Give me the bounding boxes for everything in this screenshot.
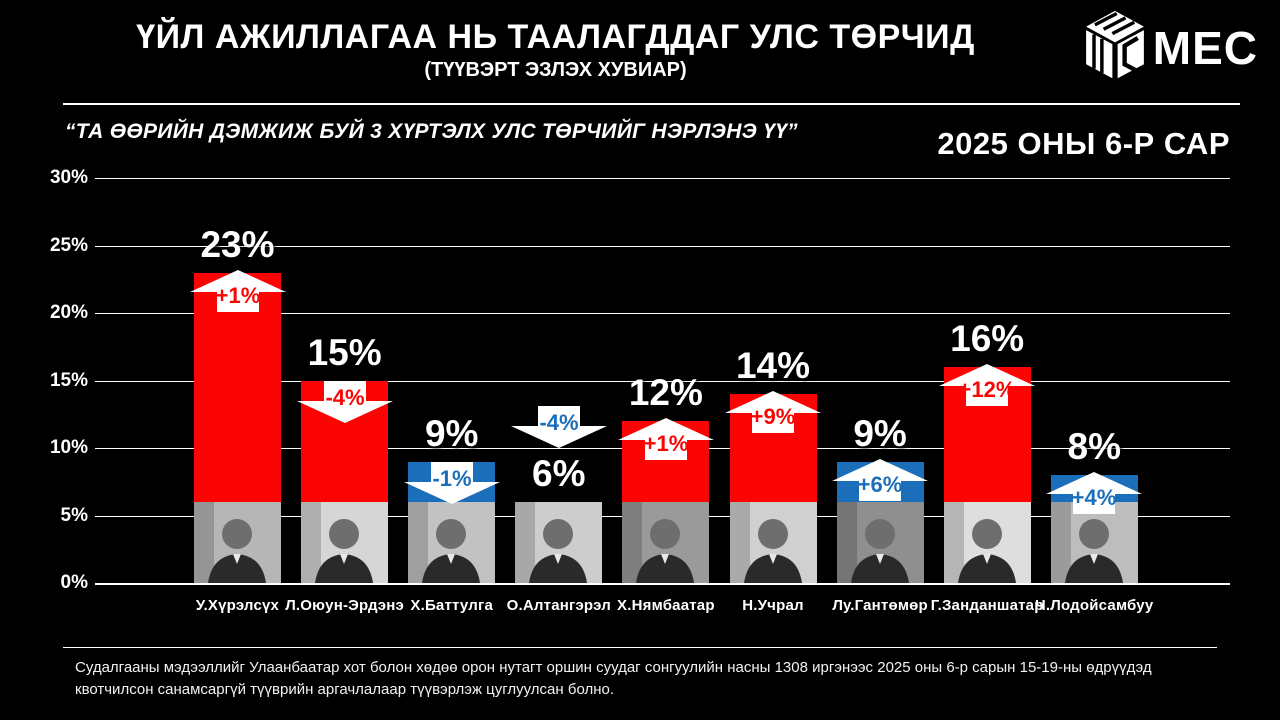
bar-value-label: 9% xyxy=(424,412,479,454)
period-label: 2025 ОНЫ 6-Р САР xyxy=(937,126,1230,161)
mec-logo: MEC xyxy=(1083,10,1258,85)
page-subtitle: (ТҮҮВЭРТ ЭЗЛЭХ ХУВИАР) xyxy=(424,59,687,82)
bar-name-label: О.Алтангэрэл xyxy=(506,597,611,614)
mec-cube-icon xyxy=(1083,10,1147,85)
svg-text:+6%: +6% xyxy=(858,472,903,497)
portrait-photo xyxy=(515,502,603,583)
trend-arrow-up-icon: +1% xyxy=(189,269,286,312)
bar-value-label: 16% xyxy=(950,318,1025,359)
svg-text:+1%: +1% xyxy=(215,283,260,308)
svg-text:+1%: +1% xyxy=(644,431,689,456)
portrait-photo xyxy=(194,502,281,583)
y-axis-tick: 10% xyxy=(49,437,88,458)
svg-text:-1%: -1% xyxy=(432,466,471,491)
svg-text:+12%: +12% xyxy=(959,377,1016,402)
bar-value-label: 6% xyxy=(532,453,586,494)
svg-text:+4%: +4% xyxy=(1072,485,1117,510)
y-axis-tick: 15% xyxy=(49,369,88,391)
bar-name-label: Л.Оюун-Эрдэнэ xyxy=(285,597,404,614)
bar-value-label: 8% xyxy=(1067,426,1122,467)
survey-question: “ТА ӨӨРИЙН ДЭМЖИЖ БУЙ 3 ХҮРТЭЛХ УЛС ТӨРЧ… xyxy=(65,120,798,143)
portrait-photo xyxy=(836,502,924,583)
svg-text:+9%: +9% xyxy=(751,404,796,429)
trend-arrow-up-icon: +1% xyxy=(617,418,714,460)
portrait-photo xyxy=(301,502,389,583)
y-axis-tick: 30% xyxy=(49,167,88,188)
trend-arrow-up-icon: +12% xyxy=(939,364,1036,406)
bar-name-label: Х.Нямбаатар xyxy=(617,597,715,614)
header-divider xyxy=(63,103,1240,105)
gridline-30% xyxy=(95,178,1230,179)
y-axis-tick: 0% xyxy=(60,572,88,593)
y-axis-tick: 5% xyxy=(60,504,88,526)
trend-arrow-down-icon: -1% xyxy=(403,461,500,504)
bar-name-label: Х.Баттулга xyxy=(410,597,493,614)
bar-value-label: 23% xyxy=(200,223,275,265)
bar-name-label: Ч.Лодойсамбуу xyxy=(1035,597,1154,614)
bar-name-label: Лу.Гантөмөр xyxy=(832,597,928,614)
y-axis-tick: 25% xyxy=(49,234,88,256)
gridline-20% xyxy=(95,313,1230,314)
bar-value-label: 9% xyxy=(853,412,907,454)
footnote-text: Судалгааны мэдээллийг Улаанбаатар хот бо… xyxy=(75,659,1152,698)
bar-value-label: 12% xyxy=(628,372,703,413)
trend-arrow-up-icon: +6% xyxy=(832,458,929,501)
trend-arrow-up-icon: +4% xyxy=(1046,472,1143,514)
svg-text:-4%: -4% xyxy=(539,410,578,435)
footnote-divider xyxy=(63,647,1217,648)
portrait-photo xyxy=(1050,502,1138,583)
header: ҮЙЛ АЖИЛЛАГАА НЬ ТААЛАГДДАГ УЛС ТӨРЧИД (… xyxy=(58,18,1053,82)
bar-value-label: 15% xyxy=(307,331,382,373)
bar-name-label: Н.Учрал xyxy=(742,597,804,614)
trend-arrow-down-icon: -4% xyxy=(296,380,393,423)
trend-arrow-up-icon: +9% xyxy=(725,391,821,433)
bar-value-label: 14% xyxy=(735,345,811,386)
gridline-15% xyxy=(95,380,1230,382)
portrait-photo xyxy=(943,502,1031,583)
gridline-25% xyxy=(95,245,1230,247)
bar-name-label: Г.Занданшатар xyxy=(930,597,1044,614)
trend-arrow-down-icon: -4% xyxy=(510,406,607,448)
bar-name-label: У.Хүрэлсүх xyxy=(195,597,280,614)
portrait-photo xyxy=(408,502,496,583)
y-axis-tick: 20% xyxy=(49,302,88,323)
svg-text:-4%: -4% xyxy=(325,385,364,410)
portrait-photo xyxy=(622,502,710,583)
page-title: ҮЙЛ АЖИЛЛАГАА НЬ ТААЛАГДДАГ УЛС ТӨРЧИД xyxy=(136,18,975,56)
mec-logo-text: MEC xyxy=(1152,21,1258,74)
gridline-0% xyxy=(95,583,1230,585)
portrait-photo xyxy=(729,502,817,583)
